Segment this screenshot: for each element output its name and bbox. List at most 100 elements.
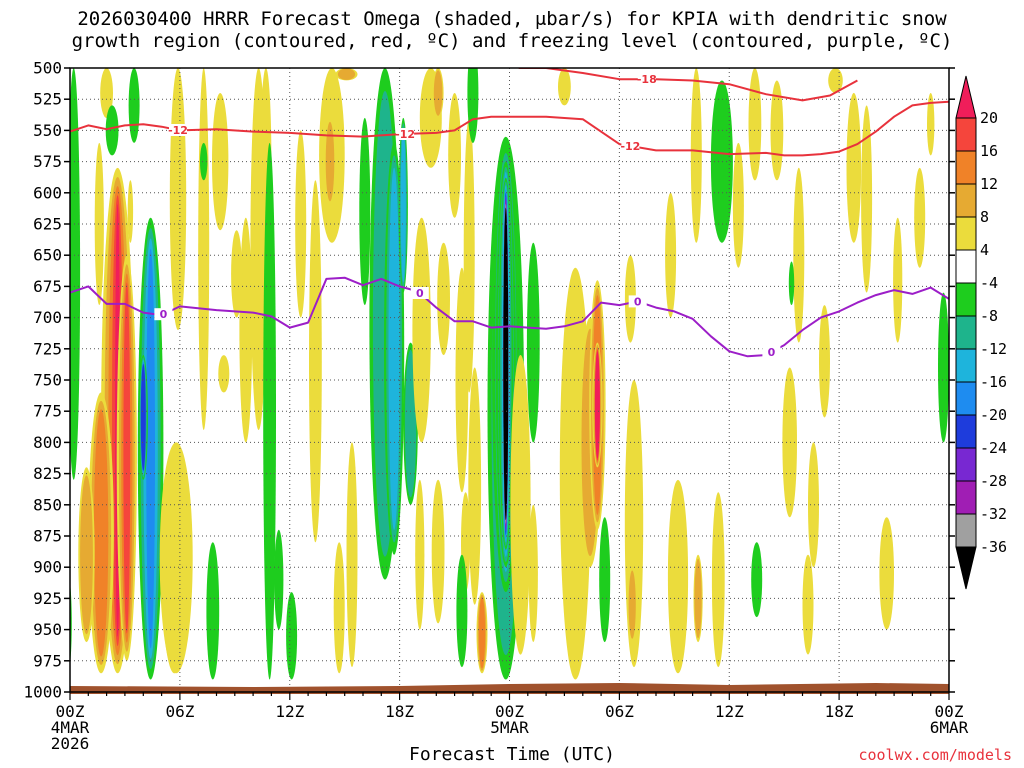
y-tick-label-8: 700: [33, 308, 62, 327]
colorbar-label-13: -36: [980, 538, 1007, 556]
contour-label-bg-0-1: [396, 128, 415, 140]
y-tick-label-5: 625: [33, 215, 62, 234]
x-axis-title: Forecast Time (UTC): [409, 744, 615, 765]
contour-lines: -12 -12 -12 -18 0 0 0 0: [70, 68, 949, 359]
colorbar-label-8: -16: [980, 373, 1007, 391]
x-tick-label-0-2: 2026: [51, 734, 90, 753]
omega-blob-59-0: [510, 355, 531, 655]
colorbar-swatch-9: [955, 381, 977, 416]
contour-label-bg-2-3: [762, 346, 781, 358]
contour-label-2-2: 0: [634, 295, 642, 308]
omega-blob-78-0: [751, 542, 763, 618]
omega-blob-16-0: [198, 68, 210, 430]
colorbar-swatch-0: [955, 75, 977, 119]
colorbar-label-7: -12: [980, 340, 1007, 358]
omega-blob-32-0: [333, 542, 345, 674]
contour-label-2-1: 0: [416, 287, 424, 300]
omega-blob-43-1: [433, 70, 443, 116]
omega-blob-48-0: [463, 117, 475, 393]
omega-blob-17-0: [212, 93, 229, 231]
omega-blob-82-0: [788, 261, 795, 306]
omega-blob-22-0: [231, 230, 243, 318]
contour-label-bg-0-0: [169, 124, 187, 136]
omega-blob-31-0: [309, 180, 322, 543]
contour-label-2-3: 0: [768, 346, 776, 359]
omega-blob-19-0: [239, 217, 253, 443]
x-tick-label-7-0: 18Z: [825, 702, 854, 721]
chart-title: 2026030400 HRRR Forecast Omega (shaded, …: [0, 8, 1024, 52]
colorbar-swatch-1: [955, 117, 977, 152]
y-tick-label-2: 550: [33, 121, 62, 140]
colorbar-swatch-13: [955, 513, 977, 548]
y-tick-label-15: 875: [33, 527, 62, 546]
omega-blob-93-0: [927, 93, 935, 156]
omega-blob-71-0: [667, 479, 689, 674]
omega-blob-45-0: [431, 479, 445, 624]
omega-blob-49-0: [467, 68, 479, 143]
colorbar-swatch-11: [955, 447, 977, 482]
chart-title-line1: 2026030400 HRRR Forecast Omega (shaded, …: [77, 8, 947, 30]
omega-blob-80-0: [782, 367, 797, 518]
omega-blob-76-0: [732, 142, 744, 268]
omega-blob-66-0: [599, 517, 611, 643]
x-tick-label-4-1: 5MAR: [490, 718, 529, 737]
y-tick-label-10: 750: [33, 371, 62, 390]
omega-blob-44-0: [437, 242, 450, 356]
omega-blob-87-0: [846, 92, 862, 243]
omega-blob-65-4: [594, 351, 600, 459]
x-tick-label-4-0: 00Z: [495, 702, 524, 721]
grid-lines: [70, 68, 949, 692]
omega-blob-60-0: [528, 504, 538, 642]
y-tick-label-11: 775: [33, 402, 62, 421]
omega-blob-14-0: [128, 68, 140, 143]
contour-label-bg-0-2: [621, 140, 640, 152]
omega-blob-23-0: [206, 542, 220, 680]
omega-blob-57-8: [503, 207, 509, 521]
x-tick-label-8-0: 00Z: [935, 702, 964, 721]
x-tick-label-8-1: 6MAR: [930, 718, 969, 737]
omega-blob-15-0: [169, 68, 187, 330]
colorbar-label-6: -8: [980, 307, 998, 325]
y-tick-label-7: 675: [33, 277, 62, 296]
colorbar: 20 16 12 8 4 -4 -8 -12 -16 -20 -24 -28 -32 -36: [955, 75, 1007, 590]
colorbar-label-10: -24: [980, 439, 1007, 457]
chart-title-line2: growth region (contoured, red, ºC) and f…: [71, 30, 953, 52]
omega-blob-91-0: [914, 167, 926, 268]
y-tick-label-6: 650: [33, 246, 62, 265]
omega-blob-35-0: [359, 117, 371, 306]
omega-blob-61-0: [558, 68, 571, 106]
colorbar-label-5: -4: [980, 274, 998, 292]
omega-blob-27-0: [286, 592, 298, 680]
omega-blob-46-0: [448, 92, 461, 218]
omega-blob-12-0: [100, 68, 113, 118]
omega-blob-84-0: [808, 442, 819, 568]
omega-blob-40-0: [412, 217, 431, 443]
omega-blob-85-0: [819, 305, 830, 418]
omega-blob-39-1: [404, 349, 417, 498]
colorbar-label-4: 4: [980, 241, 989, 259]
y-tick-label-3: 575: [33, 152, 62, 171]
colorbar-swatch-4: [955, 216, 977, 251]
y-tick-label-18: 950: [33, 620, 62, 639]
site-credit[interactable]: coolwx.com/models: [858, 746, 1012, 764]
x-tick-label-6-0: 12Z: [715, 702, 744, 721]
colorbar-swatch-14: [955, 546, 977, 590]
omega-blob-3-4: [140, 364, 146, 471]
contour-line-1: [518, 68, 858, 102]
contour-label-0-0: -12: [168, 124, 188, 137]
omega-blob-24-0: [200, 142, 208, 181]
omega-blob-94-0: [127, 180, 134, 243]
colorbar-label-11: -28: [980, 472, 1007, 490]
omega-blob-13-0: [105, 105, 119, 156]
x-tick-label-0-0: 00Z: [56, 702, 85, 721]
colorbar-swatch-10: [955, 414, 977, 449]
colorbar-label-1: 16: [980, 142, 998, 160]
colorbar-swatch-5: [955, 249, 977, 284]
y-axis: 500 525 550 575 600 625 650 675 700 725 750 775 800 8…: [23, 59, 955, 702]
colorbar-swatch-3: [955, 183, 977, 218]
omega-blob-75-0: [711, 492, 725, 668]
omega-blob-34-0: [346, 442, 358, 667]
y-tick-label-4: 600: [33, 183, 62, 202]
